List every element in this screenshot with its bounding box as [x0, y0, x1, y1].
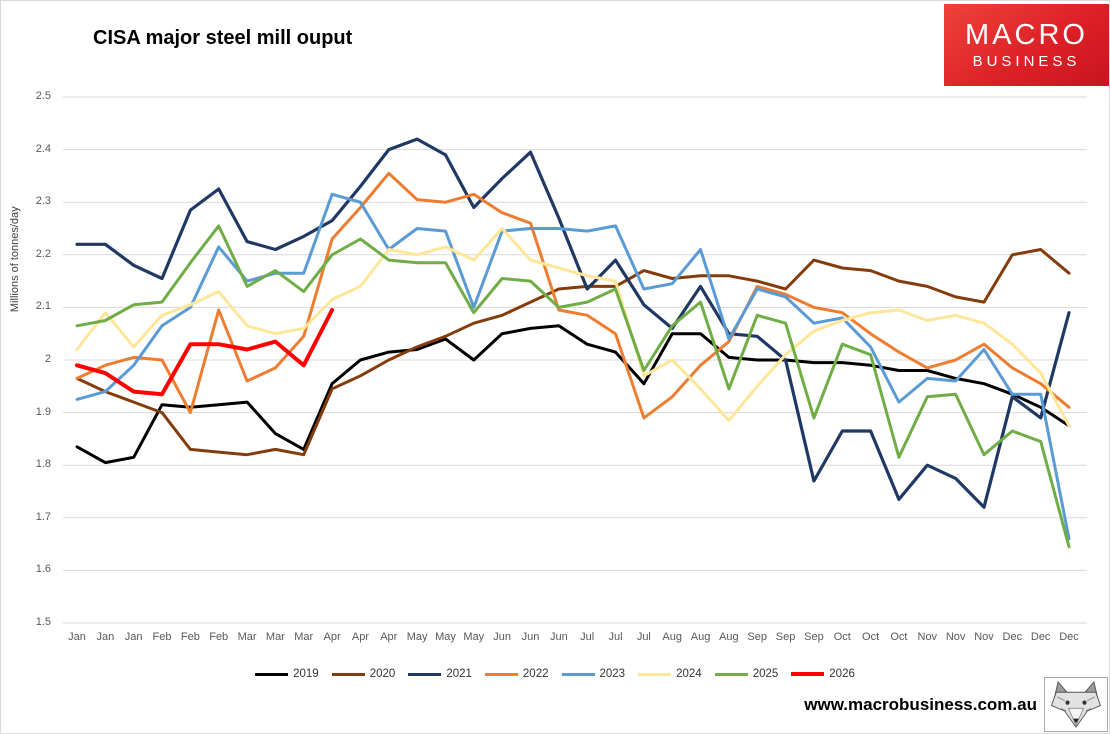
x-tick-label: Jun [549, 631, 568, 643]
x-tick-label: Oct [890, 631, 908, 643]
x-tick-label: Jan [68, 631, 86, 643]
legend-swatch [408, 672, 442, 676]
x-tick-label: Jan [96, 631, 115, 643]
logo-business-text: BUSINESS [972, 53, 1081, 70]
y-tick-label: 1.9 [35, 405, 51, 418]
x-tick-label: Jun [493, 631, 512, 643]
series-line-2024 [75, 227, 1071, 428]
legend-label: 2021 [446, 668, 472, 680]
x-tick-label: Jul [608, 631, 623, 643]
x-tick-label: Jul [636, 631, 651, 643]
legend-label: 2020 [369, 668, 396, 680]
x-tick-label: Aug [690, 631, 711, 643]
x-tick-label: Sep [747, 631, 767, 643]
legend-item-2026: 2026 [791, 668, 855, 680]
legend-label: 2023 [599, 668, 626, 680]
x-tick-label: Apr [380, 631, 398, 643]
chart-legend: 2019 2020 2021 2022 2023 2024 2025 2026 [1, 668, 1109, 680]
y-tick-label: 1.5 [35, 616, 51, 628]
x-tick-label: Jun [521, 631, 540, 643]
series-line-2021 [75, 137, 1071, 509]
x-tick-label: Jan [124, 631, 143, 643]
x-tick-label: Jul [580, 631, 595, 643]
series-line-2019 [75, 324, 1071, 465]
legend-item-2019: 2019 [255, 668, 319, 680]
legend-label: 2026 [829, 668, 855, 680]
x-tick-label: Aug [662, 631, 682, 643]
y-tick-label: 1.8 [35, 458, 51, 471]
x-tick-label: Nov [917, 631, 938, 643]
legend-swatch [484, 672, 518, 676]
legend-label: 2025 [752, 668, 779, 680]
legend-swatch [331, 672, 365, 676]
x-tick-label: Dec [1059, 631, 1079, 643]
legend-swatch [255, 672, 289, 676]
series-line-2026 [75, 308, 335, 397]
x-tick-label: Feb [180, 631, 200, 643]
legend-label: 2022 [522, 668, 549, 680]
x-tick-label: May [406, 631, 428, 643]
x-tick-label: Nov [974, 631, 994, 643]
x-tick-label: Sep [775, 631, 796, 643]
legend-item-2024: 2024 [638, 668, 702, 680]
series-line-2020 [75, 248, 1071, 457]
x-tick-label: Feb [152, 631, 172, 643]
x-tick-label: Sep [804, 631, 824, 643]
fox-logo-box [1044, 677, 1108, 732]
legend-label: 2019 [293, 668, 319, 680]
legend-swatch [791, 672, 825, 676]
legend-item-2020: 2020 [331, 668, 396, 680]
x-tick-label: Oct [862, 631, 880, 643]
legend-item-2025: 2025 [714, 668, 779, 680]
footer-url: www.macrobusiness.com.au [804, 695, 1037, 714]
y-tick-label: 2 [44, 353, 51, 365]
series-line-2023 [75, 192, 1071, 541]
x-tick-label: Oct [833, 631, 851, 643]
legend-item-2021: 2021 [408, 668, 472, 680]
fox-head-icon [1050, 680, 1102, 728]
series-line-2022 [75, 171, 1071, 420]
series-line-2025 [75, 224, 1071, 549]
x-tick-label: Apr [351, 631, 369, 643]
y-tick-label: 2.2 [35, 247, 51, 260]
legend-item-2022: 2022 [484, 668, 549, 680]
y-tick-label: 1.7 [35, 510, 51, 523]
x-tick-label: Dec [1030, 631, 1051, 643]
legend-swatch [638, 672, 672, 676]
x-tick-label: Dec [1002, 631, 1023, 643]
x-tick-label: Mar [265, 631, 285, 643]
macrobusiness-logo: MACRO BUSINESS [944, 4, 1109, 86]
y-tick-label: 2.5 [35, 90, 51, 102]
x-tick-label: May [435, 631, 456, 643]
legend-swatch [561, 672, 595, 676]
logo-macro-text: MACRO [965, 19, 1088, 51]
y-tick-label: 2.3 [35, 195, 51, 208]
x-tick-label: Mar [294, 631, 314, 643]
y-tick-label: 2.1 [35, 300, 51, 313]
legend-label: 2024 [676, 668, 702, 680]
x-tick-label: Mar [237, 631, 257, 643]
x-tick-label: Aug [719, 631, 739, 643]
legend-item-2023: 2023 [561, 668, 626, 680]
y-tick-label: 1.6 [35, 563, 51, 576]
legend-swatch [714, 672, 748, 676]
x-tick-label: Apr [323, 631, 341, 643]
x-tick-label: May [463, 631, 485, 643]
chart-title: CISA major steel mill ouput [93, 27, 353, 49]
x-tick-label: Feb [209, 631, 229, 643]
x-tick-label: Nov [945, 631, 966, 643]
y-tick-label: 2.4 [35, 142, 51, 155]
y-axis-title: Millions of tonnes/day [9, 206, 21, 313]
